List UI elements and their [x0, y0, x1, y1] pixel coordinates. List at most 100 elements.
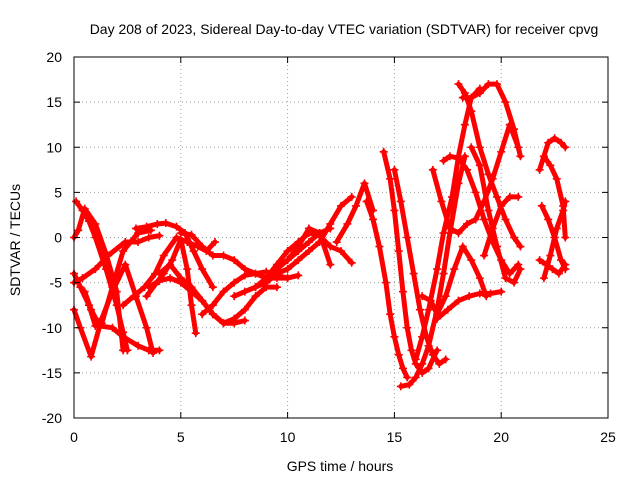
series-sat-ac [458, 80, 525, 161]
data-point [219, 251, 228, 260]
data-point [78, 274, 87, 283]
data-point [439, 156, 448, 165]
data-point [418, 292, 427, 301]
data-point [176, 274, 185, 283]
data-point [166, 274, 175, 283]
data-point [467, 93, 476, 102]
data-point [379, 147, 388, 156]
data-point [142, 292, 151, 301]
data-point [362, 197, 371, 206]
data-point [416, 305, 425, 314]
series-sat-s [362, 197, 412, 382]
data-point [283, 256, 292, 265]
data-point [510, 278, 519, 287]
data-point [144, 233, 153, 242]
data-point [240, 287, 249, 296]
data-point [326, 219, 335, 228]
data-point [480, 215, 489, 224]
x-tick-label: 15 [387, 429, 403, 445]
data-point [198, 296, 207, 305]
data-point [251, 283, 260, 292]
data-point [78, 206, 87, 215]
data-point [488, 224, 497, 233]
data-point [480, 251, 489, 260]
x-tick-label: 20 [493, 429, 509, 445]
data-point [386, 174, 395, 183]
series-track [199, 269, 301, 317]
data-point [121, 238, 130, 247]
data-point [119, 332, 128, 341]
data-point [142, 323, 151, 332]
data-point [95, 321, 104, 330]
data-point [153, 219, 162, 228]
data-point [475, 161, 484, 170]
data-point [398, 287, 407, 296]
series-track [73, 198, 130, 353]
data-point [561, 143, 570, 152]
data-point [230, 314, 239, 323]
data-point [155, 276, 164, 285]
data-point [240, 271, 249, 280]
data-point [155, 269, 164, 278]
data-point [510, 125, 519, 134]
data-point [424, 364, 433, 373]
data-point [381, 278, 390, 287]
x-tick-label: 25 [600, 429, 616, 445]
y-tick-label: 15 [46, 94, 62, 110]
y-tick-label: -10 [42, 320, 62, 336]
series-sat-z [433, 287, 506, 323]
data-point [403, 373, 412, 382]
data-point [465, 292, 474, 301]
series-sat-h [131, 219, 217, 292]
tick-layer: 0 5 10 15 20 25 -20 -15 -10 -5 0 5 10 15 20 [42, 49, 616, 445]
data-point [74, 226, 83, 235]
data-point [104, 251, 113, 260]
data-point [458, 93, 467, 102]
data-point [497, 147, 506, 156]
series-track [398, 153, 468, 389]
data-point [433, 265, 442, 274]
data-point [516, 152, 525, 161]
x-tick-label: 0 [70, 429, 78, 445]
y-tick-label: -20 [42, 410, 62, 426]
data-point [294, 271, 303, 280]
data-point [251, 269, 260, 278]
data-point [471, 215, 480, 224]
series-sat-c [72, 197, 132, 355]
data-point [403, 323, 412, 332]
data-point [108, 323, 117, 332]
data-point [445, 224, 454, 233]
data-point [119, 301, 128, 310]
data-point [131, 224, 140, 233]
grid-layer [74, 57, 608, 418]
data-point [433, 346, 442, 355]
data-point [501, 98, 510, 107]
data-point [552, 224, 561, 233]
data-point [475, 143, 484, 152]
data-point [386, 310, 395, 319]
data-point [283, 265, 292, 274]
data-point [394, 350, 403, 359]
chart-title: Day 208 of 2023, Sidereal Day-to-day VTE… [90, 21, 599, 37]
data-point [458, 242, 467, 251]
x-tick-label: 10 [280, 429, 296, 445]
data-point [240, 316, 249, 325]
data-point [326, 242, 335, 251]
data-point [475, 89, 484, 98]
data-point [347, 258, 356, 267]
data-point [486, 289, 495, 298]
data-point [454, 80, 463, 89]
data-point [561, 260, 570, 269]
data-point [546, 251, 555, 260]
data-point [441, 355, 450, 364]
data-point [403, 233, 412, 242]
series-sat-ad [467, 143, 525, 287]
data-point [433, 314, 442, 323]
data-point [463, 219, 472, 228]
data-point [501, 215, 510, 224]
data-point [219, 319, 228, 328]
data-point [418, 332, 427, 341]
data-point [561, 233, 570, 242]
data-point [343, 219, 352, 228]
